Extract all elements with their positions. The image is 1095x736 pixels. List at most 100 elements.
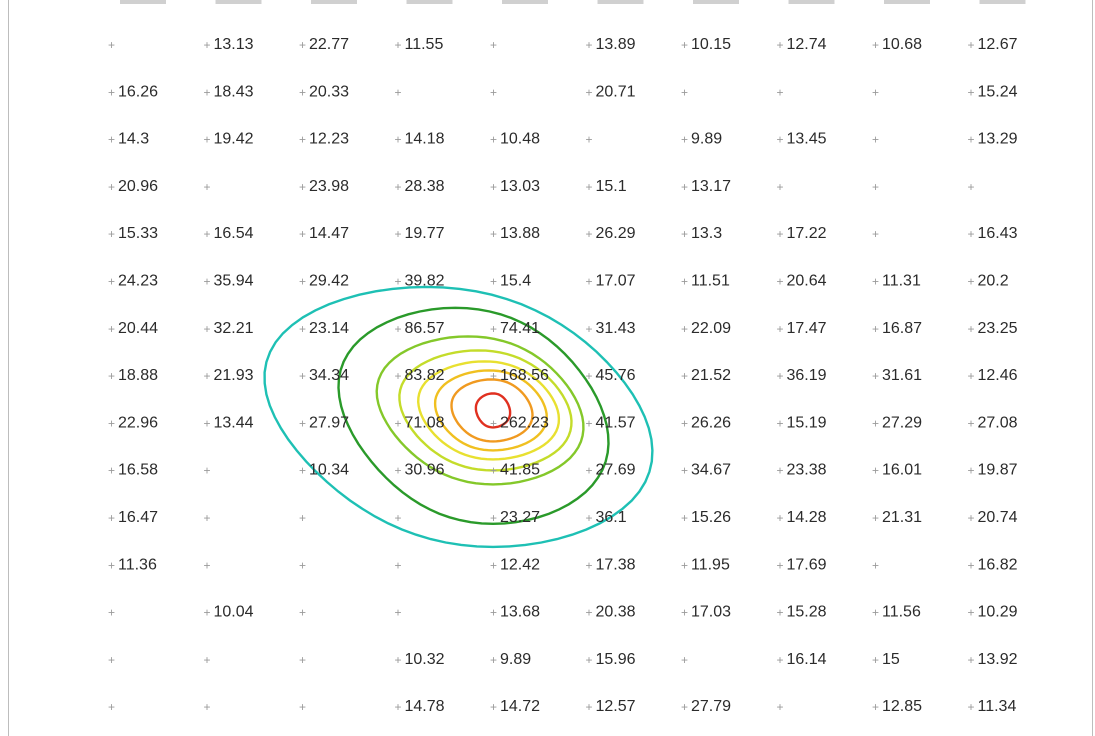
sample-marker: + <box>204 369 211 383</box>
cell-value-label: 15 <box>882 651 900 668</box>
grid-cell: +36.1 <box>586 509 627 526</box>
clipped-row-fragment <box>788 0 835 4</box>
grid-cell: +19.87 <box>968 462 1018 479</box>
cell-value-label: 18.88 <box>118 367 158 384</box>
sample-marker: + <box>395 700 402 714</box>
sample-marker: + <box>777 322 784 336</box>
sample-marker: + <box>108 464 115 478</box>
cell-value-label: 15.4 <box>500 273 531 290</box>
cell-value-label: 20.44 <box>118 320 158 337</box>
cell-value-label: 29.42 <box>309 273 349 290</box>
cell-value-label: 11.55 <box>405 36 444 53</box>
sample-marker: + <box>490 511 497 525</box>
grid-cell: + <box>872 180 879 194</box>
sample-marker: + <box>968 133 975 147</box>
cell-value-label: 13.89 <box>596 36 636 53</box>
sample-marker: + <box>586 85 593 99</box>
cell-value-label: 10.15 <box>691 36 731 53</box>
sample-marker: + <box>681 653 688 667</box>
contour-line <box>398 349 573 472</box>
cell-value-label: 13.29 <box>978 131 1018 148</box>
grid-cell: +71.08 <box>395 414 445 431</box>
grid-cell: +83.82 <box>395 367 445 384</box>
sample-marker: + <box>586 322 593 336</box>
sample-marker: + <box>204 227 211 241</box>
cell-value-label: 17.03 <box>691 604 731 621</box>
grid-cell: +11.31 <box>872 273 921 290</box>
sample-marker: + <box>968 322 975 336</box>
grid-cell: +14.78 <box>395 698 445 715</box>
sample-marker: + <box>968 85 975 99</box>
grid-cell: +168.56 <box>490 367 549 384</box>
sample-marker: + <box>490 275 497 289</box>
contour-line <box>433 369 548 452</box>
grid-cell: +41.85 <box>490 462 540 479</box>
grid-cell: + <box>204 653 211 667</box>
sample-marker: + <box>681 700 688 714</box>
sample-marker: + <box>108 511 115 525</box>
sample-marker: + <box>299 275 306 289</box>
grid-cell: +15.26 <box>681 509 731 526</box>
grid-cell: + <box>681 85 688 99</box>
grid-cell: +29.42 <box>299 273 349 290</box>
sample-marker: + <box>204 464 211 478</box>
cell-value-label: 17.07 <box>596 273 636 290</box>
grid-cell: +23.38 <box>777 462 827 479</box>
sample-marker: + <box>872 85 879 99</box>
cell-value-label: 17.22 <box>787 225 827 242</box>
grid-cell: +10.34 <box>299 462 349 479</box>
grid-cell: +15.24 <box>968 83 1018 100</box>
cell-value-label: 9.89 <box>500 651 531 668</box>
grid-cell: +11.56 <box>872 604 921 621</box>
clipped-row-fragment <box>884 0 930 4</box>
sample-marker: + <box>968 227 975 241</box>
sample-marker: + <box>968 511 975 525</box>
sample-marker: + <box>395 180 402 194</box>
sample-marker: + <box>586 416 593 430</box>
clipped-row-fragment <box>693 0 739 4</box>
sample-marker: + <box>872 322 879 336</box>
sample-marker: + <box>299 558 306 572</box>
sample-marker: + <box>490 700 497 714</box>
clipped-row-fragment <box>215 0 262 4</box>
grid-cell: +12.85 <box>872 698 922 715</box>
sample-marker: + <box>108 416 115 430</box>
cell-value-label: 31.43 <box>596 320 636 337</box>
grid-cell: +13.88 <box>490 225 540 242</box>
grid-cell: +34.67 <box>681 462 731 479</box>
cell-value-label: 12.67 <box>978 36 1018 53</box>
cell-value-label: 86.57 <box>405 320 445 337</box>
grid-cell: + <box>204 558 211 572</box>
sample-marker: + <box>299 227 306 241</box>
sample-marker: + <box>395 38 402 52</box>
grid-cell: +11.95 <box>681 556 730 573</box>
sample-marker: + <box>395 133 402 147</box>
grid-cell: +20.33 <box>299 83 349 100</box>
sample-marker: + <box>395 322 402 336</box>
grid-cell: +16.14 <box>777 651 827 668</box>
cell-value-label: 74.41 <box>500 320 540 337</box>
sample-marker: + <box>968 464 975 478</box>
grid-cell: +13.44 <box>204 414 254 431</box>
sample-marker: + <box>586 653 593 667</box>
sample-marker: + <box>872 558 879 572</box>
sample-marker: + <box>299 464 306 478</box>
grid-cell: +13.89 <box>586 36 636 53</box>
sample-marker: + <box>108 369 115 383</box>
sample-marker: + <box>395 85 402 99</box>
grid-cell: +31.43 <box>586 320 636 337</box>
grid-cell: +13.29 <box>968 131 1018 148</box>
sample-marker: + <box>777 416 784 430</box>
sample-marker: + <box>108 558 115 572</box>
sample-marker: + <box>777 38 784 52</box>
cell-value-label: 27.97 <box>309 414 349 431</box>
cell-value-label: 18.43 <box>214 83 254 100</box>
clipped-row-fragment <box>502 0 548 4</box>
grid-cell: +23.98 <box>299 178 349 195</box>
grid-cell: + <box>299 653 306 667</box>
sample-marker: + <box>586 369 593 383</box>
cell-value-label: 20.64 <box>787 273 827 290</box>
sample-marker: + <box>681 180 688 194</box>
grid-cell: + <box>204 511 211 525</box>
cell-value-label: 15.1 <box>596 178 627 195</box>
